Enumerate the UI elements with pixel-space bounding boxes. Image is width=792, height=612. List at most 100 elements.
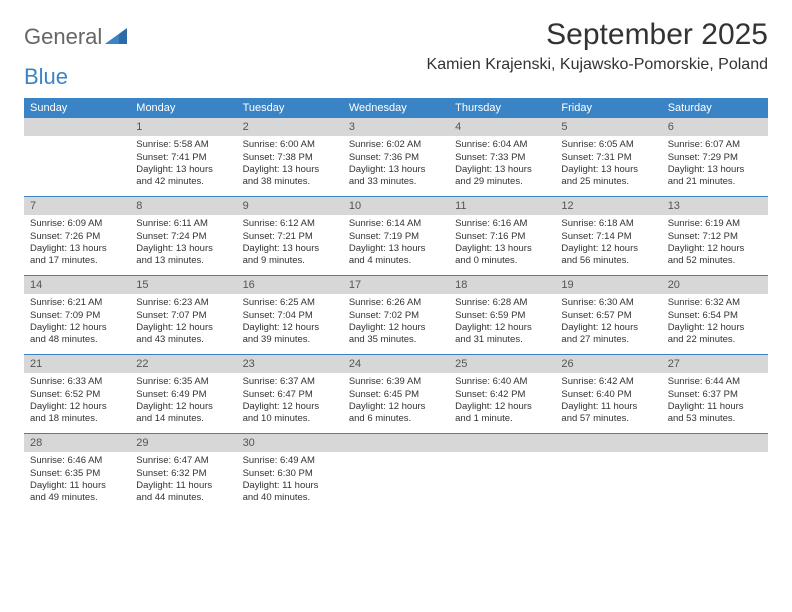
sunset-line: Sunset: 7:02 PM — [349, 310, 443, 322]
daylight-line: Daylight: 13 hours and 33 minutes. — [349, 164, 443, 189]
daylight-line: Daylight: 12 hours and 27 minutes. — [561, 322, 655, 347]
day-body: Sunrise: 6:14 AMSunset: 7:19 PMDaylight:… — [343, 215, 449, 273]
day-body: Sunrise: 6:04 AMSunset: 7:33 PMDaylight:… — [449, 136, 555, 194]
logo-triangle-icon — [105, 24, 127, 50]
day-body: Sunrise: 6:42 AMSunset: 6:40 PMDaylight:… — [555, 373, 661, 431]
day-body: Sunrise: 6:21 AMSunset: 7:09 PMDaylight:… — [24, 294, 130, 352]
sunrise-line: Sunrise: 6:04 AM — [455, 139, 549, 151]
day-number: 13 — [662, 197, 768, 215]
daylight-line: Daylight: 11 hours and 53 minutes. — [668, 401, 762, 426]
sunset-line: Sunset: 6:57 PM — [561, 310, 655, 322]
sunrise-line: Sunrise: 6:19 AM — [668, 218, 762, 230]
sunrise-line: Sunrise: 6:32 AM — [668, 297, 762, 309]
day-cell: 17Sunrise: 6:26 AMSunset: 7:02 PMDayligh… — [343, 276, 449, 354]
day-cell — [24, 118, 130, 196]
sunrise-line: Sunrise: 6:44 AM — [668, 376, 762, 388]
day-body: Sunrise: 6:44 AMSunset: 6:37 PMDaylight:… — [662, 373, 768, 431]
day-body: Sunrise: 6:33 AMSunset: 6:52 PMDaylight:… — [24, 373, 130, 431]
day-body: Sunrise: 6:30 AMSunset: 6:57 PMDaylight:… — [555, 294, 661, 352]
day-cell — [662, 434, 768, 512]
daylight-line: Daylight: 12 hours and 14 minutes. — [136, 401, 230, 426]
day-body: Sunrise: 6:18 AMSunset: 7:14 PMDaylight:… — [555, 215, 661, 273]
day-cell: 2Sunrise: 6:00 AMSunset: 7:38 PMDaylight… — [237, 118, 343, 196]
sunrise-line: Sunrise: 6:07 AM — [668, 139, 762, 151]
day-cell: 28Sunrise: 6:46 AMSunset: 6:35 PMDayligh… — [24, 434, 130, 512]
day-cell: 14Sunrise: 6:21 AMSunset: 7:09 PMDayligh… — [24, 276, 130, 354]
sunset-line: Sunset: 7:07 PM — [136, 310, 230, 322]
day-body: Sunrise: 6:16 AMSunset: 7:16 PMDaylight:… — [449, 215, 555, 273]
day-body: Sunrise: 6:19 AMSunset: 7:12 PMDaylight:… — [662, 215, 768, 273]
sunset-line: Sunset: 7:19 PM — [349, 231, 443, 243]
sunrise-line: Sunrise: 6:23 AM — [136, 297, 230, 309]
day-cell — [449, 434, 555, 512]
day-body: Sunrise: 6:47 AMSunset: 6:32 PMDaylight:… — [130, 452, 236, 510]
day-number: 7 — [24, 197, 130, 215]
day-cell: 23 Sunrise: 6:37 AMSunset: 6:47 PMDayligh… — [237, 355, 343, 433]
day-cell: 20Sunrise: 6:32 AMSunset: 6:54 PMDayligh… — [662, 276, 768, 354]
sunrise-line: Sunrise: 5:58 AM — [136, 139, 230, 151]
day-number: 22 — [130, 355, 236, 373]
logo: General — [24, 18, 127, 50]
sunset-line: Sunset: 7:36 PM — [349, 152, 443, 164]
day-cell: 7Sunrise: 6:09 AMSunset: 7:26 PMDaylight… — [24, 197, 130, 275]
day-number: 24 — [343, 355, 449, 373]
calendar-grid: Sunday Monday Tuesday Wednesday Thursday… — [24, 98, 768, 512]
weekday-fri: Friday — [555, 98, 661, 118]
day-cell: 10Sunrise: 6:14 AMSunset: 7:19 PMDayligh… — [343, 197, 449, 275]
day-number: 17 — [343, 276, 449, 294]
day-number: 3 — [343, 118, 449, 136]
day-number: 14 — [24, 276, 130, 294]
day-number: 10 — [343, 197, 449, 215]
sunset-line: Sunset: 6:59 PM — [455, 310, 549, 322]
sunset-line: Sunset: 6:32 PM — [136, 468, 230, 480]
daylight-line: Daylight: 12 hours and 52 minutes. — [668, 243, 762, 268]
day-number: 25 — [449, 355, 555, 373]
weekday-mon: Monday — [130, 98, 236, 118]
sunrise-line: Sunrise: 6:49 AM — [243, 455, 337, 467]
day-body: Sunrise: 6:05 AMSunset: 7:31 PMDaylight:… — [555, 136, 661, 194]
day-number: 2 — [237, 118, 343, 136]
weekday-thu: Thursday — [449, 98, 555, 118]
day-cell: 19Sunrise: 6:30 AMSunset: 6:57 PMDayligh… — [555, 276, 661, 354]
sunrise-line: Sunrise: 6:40 AM — [455, 376, 549, 388]
sunset-line: Sunset: 7:24 PM — [136, 231, 230, 243]
sunset-line: Sunset: 6:30 PM — [243, 468, 337, 480]
daylight-line: Daylight: 12 hours and 6 minutes. — [349, 401, 443, 426]
daylight-line: Daylight: 12 hours and 18 minutes. — [30, 401, 124, 426]
day-cell: 4Sunrise: 6:04 AMSunset: 7:33 PMDaylight… — [449, 118, 555, 196]
day-number — [343, 434, 449, 452]
day-number: 19 — [555, 276, 661, 294]
day-number: 5 — [555, 118, 661, 136]
day-number: 16 — [237, 276, 343, 294]
day-cell — [343, 434, 449, 512]
sunrise-line: Sunrise: 6:09 AM — [30, 218, 124, 230]
day-number — [662, 434, 768, 452]
sunset-line: Sunset: 7:16 PM — [455, 231, 549, 243]
day-body: Sunrise: 6:40 AMSunset: 6:42 PMDaylight:… — [449, 373, 555, 431]
weeks-container: 1Sunrise: 5:58 AMSunset: 7:41 PMDaylight… — [24, 118, 768, 512]
day-number — [555, 434, 661, 452]
day-number: 21 — [24, 355, 130, 373]
day-cell: 15Sunrise: 6:23 AMSunset: 7:07 PMDayligh… — [130, 276, 236, 354]
sunset-line: Sunset: 7:12 PM — [668, 231, 762, 243]
day-cell — [555, 434, 661, 512]
sunrise-line: Sunrise: 6:00 AM — [243, 139, 337, 151]
day-body: Sunrise: 6:49 AMSunset: 6:30 PMDaylight:… — [237, 452, 343, 510]
location: Kamien Krajenski, Kujawsko-Pomorskie, Po… — [427, 56, 768, 74]
day-cell: 12Sunrise: 6:18 AMSunset: 7:14 PMDayligh… — [555, 197, 661, 275]
sunset-line: Sunset: 7:26 PM — [30, 231, 124, 243]
day-number: 18 — [449, 276, 555, 294]
day-number: 23 — [237, 355, 343, 373]
daylight-line: Daylight: 12 hours and 10 minutes. — [243, 401, 337, 426]
sunset-line: Sunset: 7:14 PM — [561, 231, 655, 243]
day-body: Sunrise: 6:11 AMSunset: 7:24 PMDaylight:… — [130, 215, 236, 273]
sunset-line: Sunset: 6:47 PM — [243, 389, 337, 401]
sunrise-line: Sunrise: 6:30 AM — [561, 297, 655, 309]
sunrise-line: Sunrise: 6:47 AM — [136, 455, 230, 467]
sunrise-line: Sunrise: 6:11 AM — [136, 218, 230, 230]
sunset-line: Sunset: 6:35 PM — [30, 468, 124, 480]
day-number: 9 — [237, 197, 343, 215]
sunset-line: Sunset: 6:42 PM — [455, 389, 549, 401]
sunrise-line: Sunrise: 6:37 AM — [243, 376, 337, 388]
logo-text-2: Blue — [24, 64, 68, 90]
